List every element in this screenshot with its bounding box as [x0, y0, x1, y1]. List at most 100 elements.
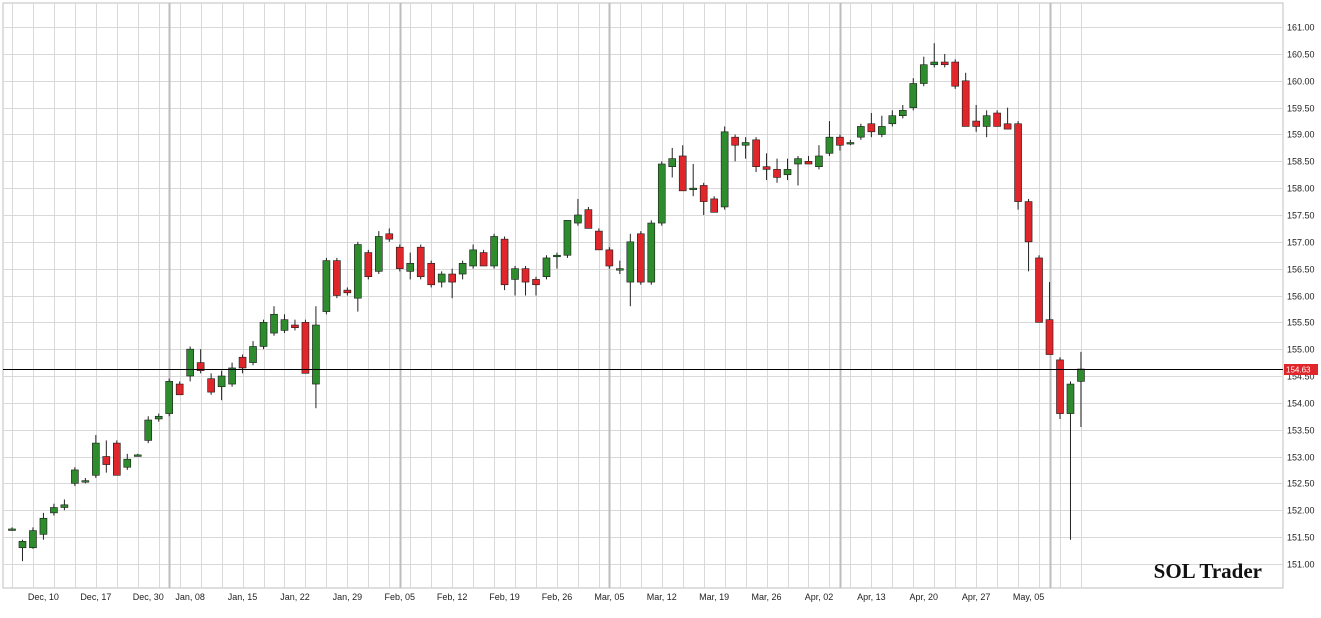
- candle-body-down: [710, 198, 718, 213]
- x-tick-label: Apr, 27: [962, 592, 991, 602]
- candle: [878, 115, 886, 138]
- candle-body-up: [81, 480, 90, 483]
- candle-body-up: [657, 163, 666, 224]
- candle-body-up: [668, 158, 677, 167]
- candle: [961, 72, 970, 127]
- candle: [60, 499, 69, 511]
- axis-layer: 151.00 151.50 152.00 152.50 153.00 153.50 154.…: [28, 23, 1315, 603]
- candle: [511, 265, 519, 296]
- candle: [1024, 198, 1033, 272]
- candle: [595, 228, 603, 251]
- candle: [699, 182, 708, 215]
- candle-body-down: [333, 260, 341, 296]
- candle-body-down: [1056, 359, 1064, 414]
- candle: [18, 539, 27, 562]
- plot-frame: [2, 2, 1284, 589]
- candle-body-down: [762, 166, 771, 170]
- candle: [574, 198, 582, 226]
- candle-body-up: [354, 244, 362, 299]
- y-tick-label: 157.00: [1287, 238, 1315, 248]
- candle-body-up: [542, 257, 551, 278]
- x-tick-label: Mar, 26: [752, 592, 782, 602]
- x-tick-label: Feb, 26: [542, 592, 573, 602]
- candle: [678, 145, 687, 192]
- candle-body-up: [322, 260, 331, 312]
- candle: [804, 155, 813, 165]
- candle: [857, 123, 865, 140]
- candle-body-down: [1035, 257, 1043, 323]
- x-tick-label: Jan, 29: [333, 592, 363, 602]
- candle-body-up: [18, 541, 27, 549]
- candle-body-up: [982, 115, 991, 127]
- candle: [867, 113, 876, 138]
- candle-body-down: [972, 120, 980, 127]
- candle: [532, 276, 540, 296]
- y-tick-label: 153.00: [1287, 453, 1315, 463]
- candle: [1066, 381, 1075, 540]
- candle-body-down: [940, 61, 949, 66]
- candle-body-down: [238, 356, 247, 369]
- candle: [165, 378, 173, 417]
- candle-body-up: [919, 64, 928, 84]
- candle: [175, 381, 184, 396]
- candle-layer: [8, 43, 1085, 562]
- candle-body-up: [490, 236, 498, 267]
- candle: [29, 527, 37, 549]
- candle-body-down: [521, 268, 530, 283]
- candle: [259, 319, 268, 350]
- candle-body-down: [605, 249, 614, 267]
- candle: [406, 252, 415, 280]
- candle: [144, 416, 153, 444]
- candle-body-down: [448, 273, 456, 283]
- candle: [1003, 107, 1012, 130]
- candle-body-up: [563, 220, 572, 256]
- y-tick-label: 156.50: [1287, 265, 1315, 275]
- candle-body-down: [1024, 201, 1033, 243]
- candle: [249, 341, 257, 366]
- candle: [951, 59, 960, 89]
- last-price-tag: [1284, 364, 1318, 375]
- candle-body-up: [154, 415, 163, 420]
- candle: [710, 196, 718, 213]
- y-tick-label: 152.50: [1287, 479, 1315, 489]
- candle-body-up: [133, 454, 142, 457]
- y-tick-label: 158.00: [1287, 184, 1315, 194]
- candle-body-down: [773, 169, 781, 178]
- candle: [521, 265, 530, 296]
- candle: [825, 121, 834, 156]
- candle: [1045, 282, 1054, 355]
- candle: [888, 110, 897, 127]
- candle-body-down: [993, 112, 1001, 127]
- candle: [186, 346, 194, 382]
- candle: [626, 233, 635, 307]
- y-tick-label: 151.00: [1287, 560, 1315, 570]
- candle: [374, 231, 383, 275]
- candle-body-up: [689, 187, 698, 190]
- candle-body-up: [574, 214, 582, 224]
- candle-body-down: [595, 230, 603, 251]
- candle-body-down: [961, 80, 970, 127]
- candle: [395, 244, 404, 272]
- candle: [563, 220, 572, 258]
- candle-body-down: [867, 123, 876, 133]
- x-tick-label: Mar, 19: [699, 592, 729, 602]
- candle: [207, 373, 215, 395]
- candle-body-up: [186, 348, 194, 377]
- candle: [993, 110, 1001, 127]
- candle-body-down: [636, 233, 645, 283]
- candle-body-up: [259, 322, 268, 347]
- candle-body-down: [395, 246, 404, 269]
- candle-body-up: [39, 517, 48, 535]
- y-tick-label: 160.50: [1287, 50, 1315, 60]
- candle: [689, 164, 698, 197]
- candle-body-up: [815, 155, 823, 167]
- candle-body-up: [437, 273, 446, 283]
- candle-body-up: [888, 115, 897, 125]
- candle: [815, 145, 823, 170]
- candle-body-up: [898, 110, 907, 117]
- candle: [437, 271, 446, 288]
- candle-body-down: [207, 378, 215, 393]
- x-tick-label: Mar, 05: [594, 592, 624, 602]
- candle: [542, 255, 551, 280]
- candle: [113, 440, 121, 476]
